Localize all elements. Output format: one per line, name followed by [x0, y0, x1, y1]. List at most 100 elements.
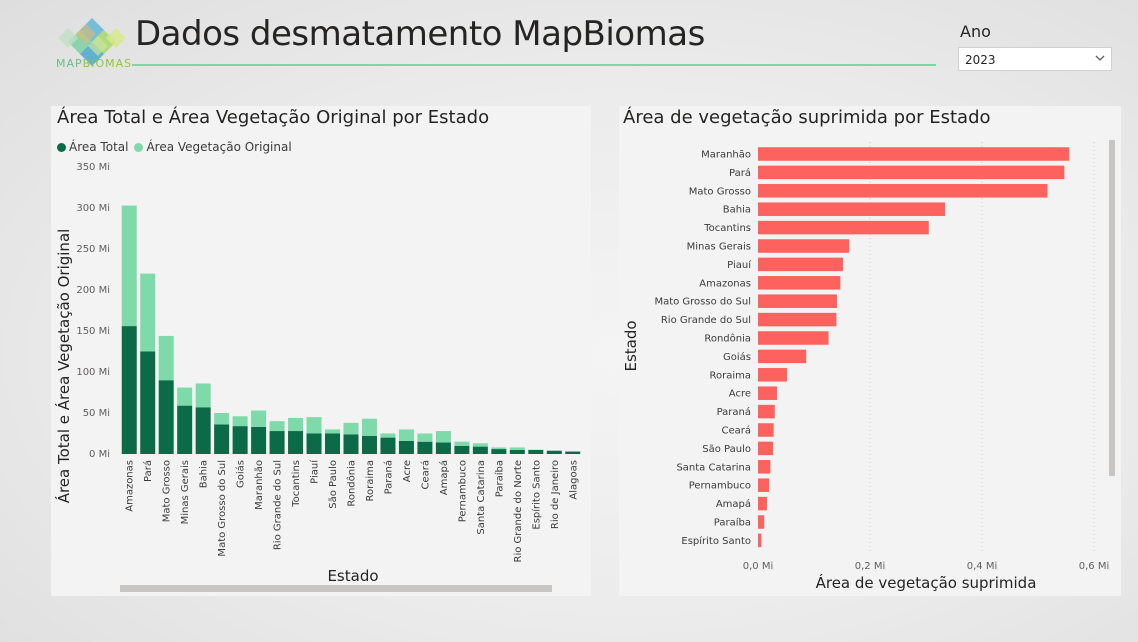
- bar-minas-gerais[interactable]: [758, 239, 850, 253]
- bar-amapa[interactable]: [758, 496, 767, 511]
- bar-ceara[interactable]: [758, 423, 774, 437]
- bar-area-vegetacao-original-santa-catarina[interactable]: [472, 443, 488, 447]
- bar-area-total-mato-grosso[interactable]: [158, 380, 174, 454]
- bar-area-total-rio-grande-do-sul[interactable]: [269, 431, 285, 454]
- bar-area-vegetacao-original-pernambuco[interactable]: [454, 441, 470, 446]
- bar-mato-grosso-do-sul[interactable]: [758, 294, 837, 308]
- bar-espirito-santo[interactable]: [758, 533, 762, 548]
- bar-area-vegetacao-original-ceara[interactable]: [417, 433, 433, 442]
- bar-area-total-para[interactable]: [140, 351, 156, 455]
- bar-area-vegetacao-original-paraiba[interactable]: [491, 447, 507, 450]
- y-tick-label: 50 Mi: [83, 408, 110, 419]
- bar-bahia[interactable]: [758, 202, 946, 216]
- bar-area-total-santa-catarina[interactable]: [472, 446, 488, 454]
- bar-area-vegetacao-original-piaui[interactable]: [306, 417, 322, 434]
- x-tick-label: Ceará: [419, 460, 431, 490]
- bar-area-total-espirito-santo[interactable]: [528, 449, 544, 454]
- bar-pernambuco[interactable]: [758, 478, 770, 492]
- bar-area-vegetacao-original-sao-paulo[interactable]: [325, 429, 341, 434]
- x-tick-label: 0,4 Mi: [967, 561, 998, 572]
- y-tick-label: 350 Mi: [76, 162, 110, 173]
- x-tick-label: Rio Grande do Sul: [273, 460, 284, 550]
- bar-area-total-alagoas[interactable]: [565, 451, 581, 454]
- y-tick-label: Rondônia: [704, 333, 751, 345]
- bar-rio-grande-do-sul[interactable]: [758, 312, 837, 327]
- bar-area-total-sao-paulo[interactable]: [325, 433, 341, 455]
- bar-area-total-minas-gerais[interactable]: [177, 405, 193, 454]
- legend-item-area-total[interactable]: Área Total: [57, 140, 128, 154]
- bar-sao-paulo[interactable]: [758, 441, 774, 456]
- y-tick-label: Amazonas: [699, 278, 751, 289]
- bar-mato-grosso[interactable]: [758, 184, 1048, 198]
- x-tick-label: Minas Gerais: [180, 460, 191, 524]
- chevron-down-icon[interactable]: [1095, 53, 1105, 63]
- bar-area-vegetacao-original-rondonia[interactable]: [343, 422, 359, 435]
- bar-area-total-paraiba[interactable]: [491, 449, 507, 454]
- bar-area-vegetacao-original-tocantins[interactable]: [288, 417, 304, 432]
- bar-maranhao[interactable]: [758, 147, 1070, 161]
- bar-santa-catarina[interactable]: [758, 460, 771, 474]
- bar-area-total-tocantins[interactable]: [288, 431, 304, 454]
- bar-roraima[interactable]: [758, 368, 788, 382]
- bar-area-total-bahia[interactable]: [195, 407, 211, 454]
- horizontal-scrollbar[interactable]: [120, 585, 552, 592]
- horizontal-bar-chart: Maranhão Pará Mato Grosso Bahia Tocantins Min…: [622, 140, 1115, 592]
- bar-area-total-pernambuco[interactable]: [454, 445, 470, 454]
- bar-area-total-parana[interactable]: [380, 437, 396, 454]
- legend-item-area-vegetacao[interactable]: Área Vegetação Original: [134, 140, 292, 154]
- bar-rondonia[interactable]: [758, 331, 829, 345]
- bar-area-total-rio-de-janeiro[interactable]: [546, 450, 562, 454]
- bar-amazonas[interactable]: [758, 276, 841, 290]
- bar-area-total-amazonas[interactable]: [121, 326, 137, 454]
- bar-area-total-acre[interactable]: [398, 440, 414, 454]
- bar-tocantins[interactable]: [758, 220, 929, 235]
- bar-area-vegetacao-original-maranhao[interactable]: [251, 410, 267, 427]
- bar-area-vegetacao-original-bahia[interactable]: [195, 383, 211, 408]
- bar-piaui[interactable]: [758, 257, 844, 272]
- y-tick-label: Rio Grande do Sul: [661, 315, 751, 326]
- bar-area-total-piaui[interactable]: [306, 433, 322, 455]
- bar-area-vegetacao-original-acre[interactable]: [398, 429, 414, 441]
- bar-area-total-ceara[interactable]: [417, 441, 433, 454]
- bar-area-total-mato-grosso-do-sul[interactable]: [214, 424, 230, 454]
- x-tick-label: Paraná: [382, 460, 394, 494]
- bar-area-total-amapa[interactable]: [435, 442, 451, 454]
- x-tick-label: Santa Catarina: [476, 460, 487, 535]
- year-filter-dropdown[interactable]: 2023: [958, 47, 1112, 71]
- bar-para[interactable]: [758, 165, 1065, 180]
- bar-area-total-goias[interactable]: [232, 426, 248, 454]
- bar-area-vegetacao-original-mato-grosso[interactable]: [158, 335, 174, 381]
- bar-area-vegetacao-original-para[interactable]: [140, 273, 156, 352]
- bar-area-total-rondonia[interactable]: [343, 434, 359, 454]
- x-tick-label: 0,6 Mi: [1079, 561, 1110, 572]
- bar-acre[interactable]: [758, 386, 778, 400]
- right-chart-panel: Área de vegetação suprimida por Estado M…: [619, 106, 1121, 596]
- x-tick-label: Espírito Santo: [530, 460, 542, 530]
- left-chart-legend: Área Total Área Vegetação Original: [57, 140, 298, 154]
- bar-area-total-maranhao[interactable]: [251, 426, 267, 454]
- bar-area-vegetacao-original-mato-grosso-do-sul[interactable]: [214, 413, 230, 425]
- x-tick-label: Pará: [142, 460, 154, 482]
- bar-paraiba[interactable]: [758, 515, 765, 529]
- y-tick-label: Minas Gerais: [687, 242, 751, 253]
- vertical-scrollbar[interactable]: [1109, 140, 1115, 476]
- bar-area-total-rio-grande-do-norte[interactable]: [509, 449, 525, 454]
- bar-area-vegetacao-original-rio-grande-do-norte[interactable]: [509, 447, 525, 450]
- y-tick-label: Amapá: [716, 498, 751, 510]
- x-axis-title: Estado: [327, 567, 378, 585]
- bar-area-vegetacao-original-goias[interactable]: [232, 416, 248, 427]
- y-tick-label: Mato Grosso do Sul: [654, 297, 751, 308]
- bar-area-total-roraima[interactable]: [361, 435, 377, 454]
- x-tick-label: Paraíba: [493, 460, 505, 497]
- mapbiomas-logo-icon: [58, 18, 126, 66]
- bar-area-vegetacao-original-rio-grande-do-sul[interactable]: [269, 421, 285, 432]
- bar-area-vegetacao-original-roraima[interactable]: [361, 418, 377, 436]
- y-tick-label: Paraná: [717, 406, 751, 418]
- bar-goias[interactable]: [758, 349, 807, 364]
- bar-area-vegetacao-original-parana[interactable]: [380, 433, 396, 438]
- bar-area-vegetacao-original-amapa[interactable]: [435, 431, 451, 443]
- bar-parana[interactable]: [758, 404, 775, 419]
- stacked-bar-chart: 0 Mi 50 Mi 100 Mi 150 Mi 200 Mi 250 Mi 300 Mi 3…: [54, 162, 581, 592]
- bar-area-vegetacao-original-amazonas[interactable]: [121, 205, 137, 327]
- bar-area-vegetacao-original-minas-gerais[interactable]: [177, 387, 193, 406]
